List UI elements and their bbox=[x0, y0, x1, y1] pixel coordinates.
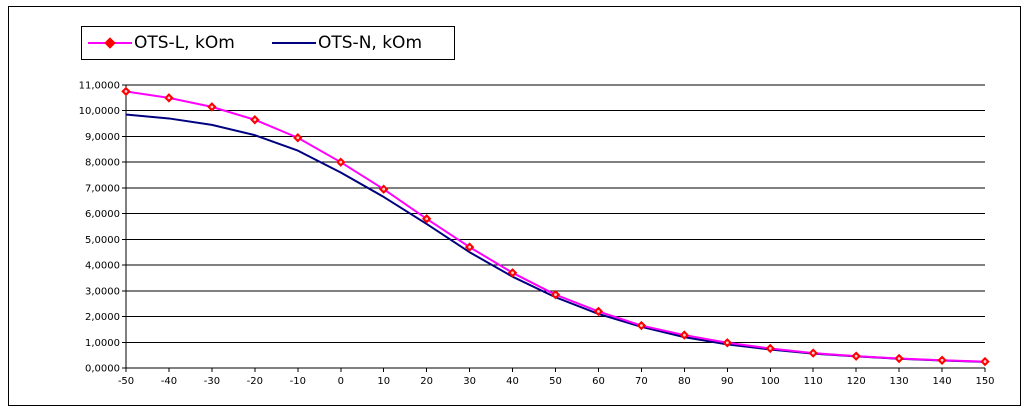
y-tick-labels: 0,0000 1,0000 2,0000 3,0000 4,0000 5,0000 6,00… bbox=[79, 81, 120, 375]
x-tick-label-18: 130 bbox=[890, 376, 909, 387]
x-tick-label-5: 0 bbox=[338, 376, 344, 387]
x-tick-label-20: 150 bbox=[975, 376, 994, 387]
series-0-point-center-0 bbox=[124, 90, 128, 93]
x-tick-label-14: 90 bbox=[721, 376, 734, 387]
y-tick-label-9: 9,0000 bbox=[85, 132, 120, 143]
legend-swatch-ots-l bbox=[88, 37, 132, 49]
y-tick-label-4: 4,0000 bbox=[85, 261, 120, 272]
x-tick-label-0: -50 bbox=[118, 376, 134, 387]
y-tick-label-11: 11,0000 bbox=[79, 81, 120, 92]
series-0-point-center-15 bbox=[768, 347, 772, 350]
series-0-point-center-5 bbox=[339, 160, 343, 164]
series-0-point-center-13 bbox=[682, 333, 686, 337]
series-0-point-center-2 bbox=[210, 105, 214, 109]
series-0-point-center-16 bbox=[811, 351, 815, 355]
x-tick-label-10: 50 bbox=[549, 376, 562, 387]
x-tick-label-17: 120 bbox=[847, 376, 866, 387]
series-0-point-center-10 bbox=[554, 293, 557, 297]
x-tick-label-2: -30 bbox=[204, 376, 220, 387]
y-tick-label-7: 7,0000 bbox=[85, 183, 120, 194]
series-0-point-center-11 bbox=[597, 310, 600, 313]
series-0-point-center-8 bbox=[468, 245, 471, 249]
series-0-point-center-18 bbox=[897, 357, 901, 360]
axes bbox=[122, 84, 986, 372]
series-0-point-center-7 bbox=[425, 217, 429, 221]
x-tick-label-19: 140 bbox=[933, 376, 952, 387]
series-line-0 bbox=[125, 90, 986, 363]
y-tick-label-10: 10,0000 bbox=[79, 106, 120, 117]
x-tick-label-1: -40 bbox=[161, 376, 177, 387]
x-tick-label-7: 20 bbox=[420, 376, 433, 387]
y-tick-label-8: 8,0000 bbox=[85, 158, 120, 169]
y-tick-label-3: 3,0000 bbox=[85, 286, 120, 297]
series-0-point-center-6 bbox=[382, 187, 386, 191]
gridlines bbox=[126, 84, 985, 343]
x-tick-labels: -50 -40 -30 -20 -10 0 10 20 30 40 50 60 70 80 90 100 110… bbox=[118, 376, 995, 387]
y-tick-label-6: 6,0000 bbox=[85, 209, 120, 220]
y-tick-label-2: 2,0000 bbox=[85, 312, 120, 323]
series-line-1 bbox=[125, 113, 986, 363]
legend-swatch-ots-n bbox=[272, 42, 316, 44]
series-lines bbox=[121, 86, 990, 367]
x-tick-label-8: 30 bbox=[463, 376, 476, 387]
series-0-point-center-4 bbox=[296, 136, 300, 140]
legend-item-ots-l: OTS-L, kOm bbox=[88, 27, 235, 59]
series-0-point-center-9 bbox=[511, 271, 514, 275]
x-tick-label-12: 70 bbox=[635, 376, 648, 387]
legend-item-ots-n: OTS-N, kOm bbox=[272, 27, 422, 59]
series-0-point-center-1 bbox=[167, 96, 171, 100]
series-0-point-center-14 bbox=[725, 341, 729, 345]
x-tick-label-4: -10 bbox=[290, 376, 306, 387]
legend: OTS-L, kOm OTS-N, kOm bbox=[81, 26, 455, 60]
y-tick-label-1: 1,0000 bbox=[85, 338, 120, 349]
series-0-point-center-19 bbox=[940, 358, 944, 362]
x-tick-label-13: 80 bbox=[678, 376, 691, 387]
y-tick-label-5: 5,0000 bbox=[85, 235, 120, 246]
x-tick-label-16: 110 bbox=[804, 376, 823, 387]
series-0-point-center-3 bbox=[253, 118, 257, 122]
x-tick-label-6: 10 bbox=[377, 376, 390, 387]
series-0-point-center-12 bbox=[640, 324, 643, 327]
legend-label-ots-n: OTS-N, kOm bbox=[318, 33, 423, 53]
x-tick-label-3: -20 bbox=[247, 376, 263, 387]
legend-label-ots-l: OTS-L, kOm bbox=[134, 33, 235, 53]
series-0-point-center-20 bbox=[983, 360, 987, 363]
y-tick-label-0: 0,0000 bbox=[85, 364, 120, 375]
chart-frame bbox=[8, 6, 1021, 406]
x-tick-label-9: 40 bbox=[506, 376, 519, 387]
series-0-point-center-17 bbox=[854, 354, 858, 358]
x-tick-label-11: 60 bbox=[592, 376, 605, 387]
x-tick-label-15: 100 bbox=[761, 376, 780, 387]
